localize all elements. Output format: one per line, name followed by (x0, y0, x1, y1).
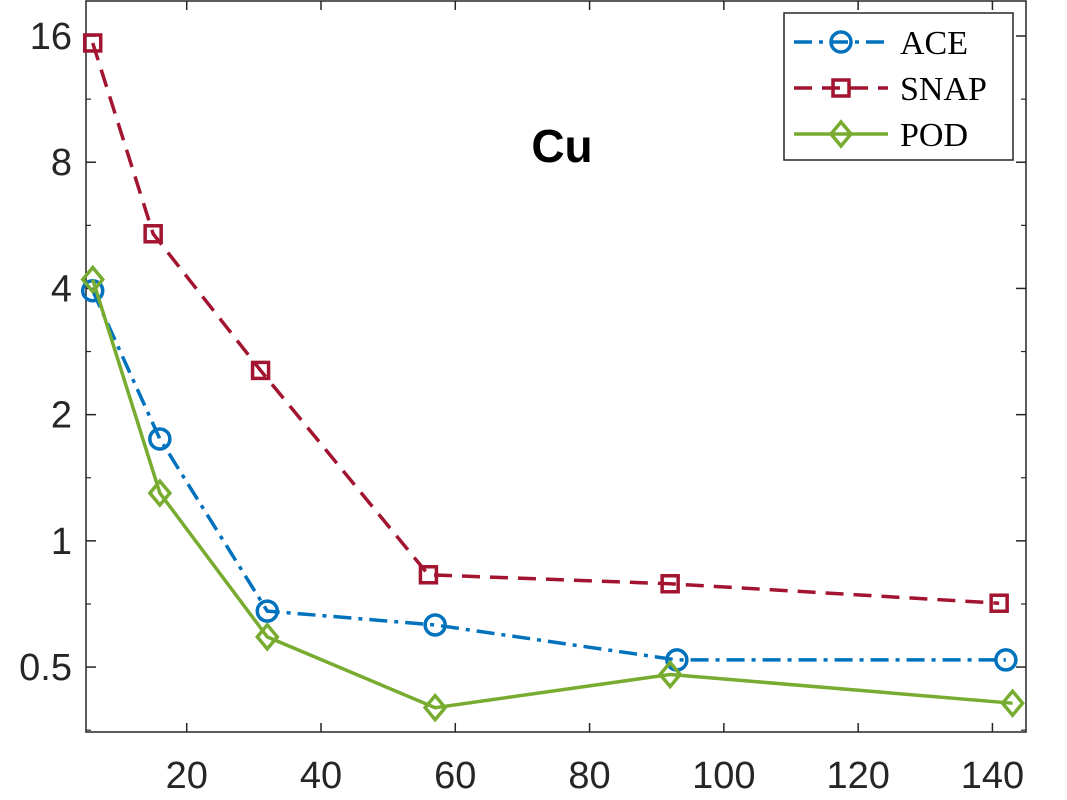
legend: ACE SNAP POD (783, 12, 1014, 161)
legend-label-pod: POD (900, 117, 968, 154)
series-pod-point (1000, 688, 1025, 718)
series-pod-line (91, 279, 1013, 710)
legend-marker-ace (829, 30, 853, 54)
series-ace-line (91, 290, 1006, 662)
series-pod-point (255, 622, 280, 652)
series-ace (80, 278, 1018, 672)
y-tick-label: 8 (51, 142, 72, 184)
series-ace-point (148, 427, 172, 451)
y-tick-label: 2 (51, 395, 72, 437)
axes (85, 0, 1027, 733)
series-snap-point (82, 33, 103, 53)
x-tick-label: 120 (826, 755, 889, 797)
series (80, 33, 1025, 723)
series-ace-point (423, 613, 447, 637)
chart-title: Cu (531, 120, 592, 172)
series-pod (80, 264, 1025, 723)
x-tick-label: 40 (300, 755, 342, 797)
series-ace-point (994, 648, 1018, 672)
series-pod-point (80, 264, 105, 295)
series-snap-line (91, 42, 1000, 605)
y-tick-label: 4 (51, 268, 72, 310)
x-tick-label: 20 (166, 755, 208, 797)
series-pod-point (657, 659, 683, 690)
plot-frame (85, 0, 1027, 733)
x-tick-label: 140 (961, 755, 1024, 797)
x-tick-label: 60 (434, 755, 476, 797)
series-snap-point (250, 360, 271, 381)
legend-marker-snap (831, 78, 851, 98)
legend-label-snap: SNAP (900, 71, 987, 108)
series-snap-point (989, 593, 1009, 613)
ticks: 20 40 60 80 100 120 140 0.5 1 2 4 8 16 (19, 1, 1026, 797)
y-tick-label: 0.5 (19, 647, 72, 689)
series-snap-point (660, 574, 680, 594)
x-tick-label: 100 (692, 755, 755, 797)
series-snap-point (418, 565, 439, 585)
y-tick-label: 1 (51, 521, 72, 563)
series-pod-point (422, 692, 448, 723)
legend-marker-pod (828, 119, 854, 149)
series-ace-point (255, 599, 280, 623)
series-snap-point (143, 224, 163, 244)
legend-label-ace: ACE (900, 25, 968, 62)
y-tick-label: 16 (30, 16, 72, 58)
series-pod-point (147, 478, 173, 508)
x-tick-label: 80 (568, 755, 610, 797)
series-snap (82, 33, 1009, 613)
